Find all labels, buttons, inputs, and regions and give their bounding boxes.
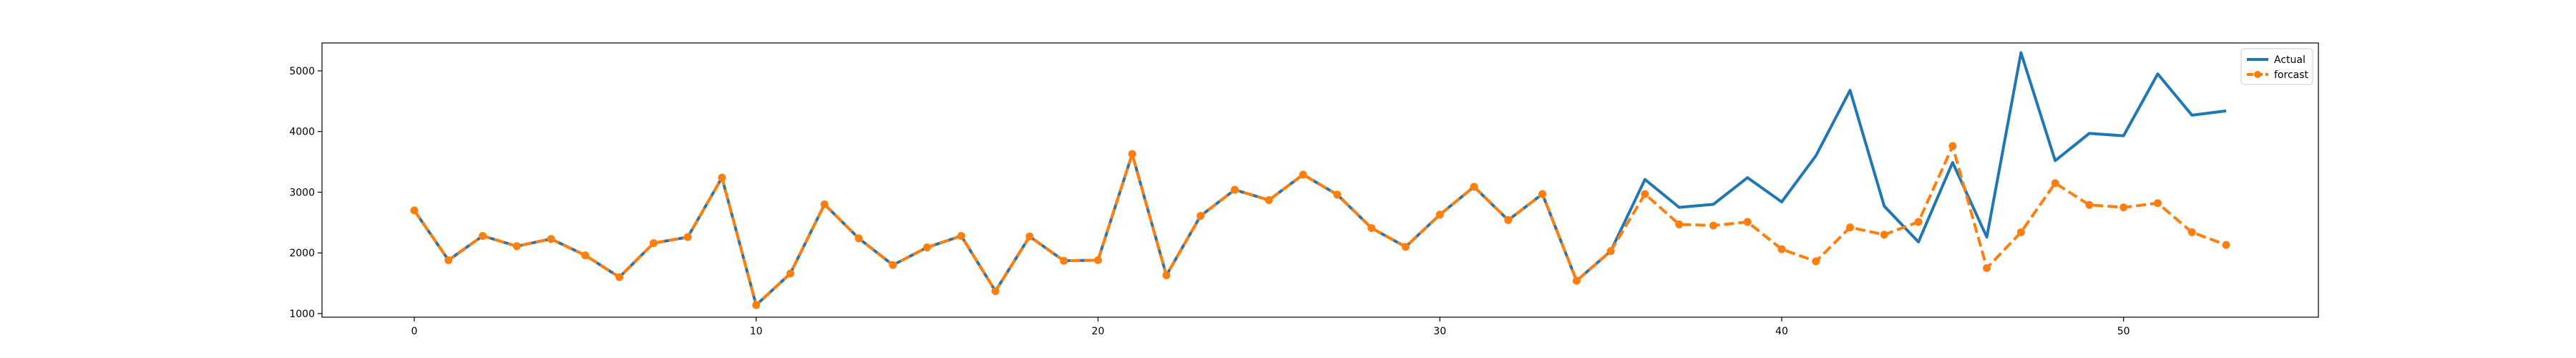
data-point-forcast	[1880, 231, 1888, 239]
data-point-forcast	[820, 200, 829, 208]
data-point-forcast	[1606, 247, 1615, 256]
data-point-forcast	[1367, 223, 1376, 232]
data-point-forcast	[2085, 200, 2094, 209]
legend-label-forcast: forcast	[2274, 69, 2309, 81]
data-point-forcast	[923, 243, 932, 252]
data-point-forcast	[1470, 183, 1478, 191]
data-point-forcast	[1504, 216, 1513, 224]
x-tick-label: 30	[1433, 326, 1446, 337]
data-point-forcast	[2119, 203, 2128, 212]
series-layer	[410, 51, 2230, 309]
x-tick-label: 10	[750, 326, 763, 337]
data-point-forcast	[2016, 228, 2025, 236]
data-point-forcast	[1709, 221, 1717, 230]
y-tick-label: 2000	[289, 248, 315, 259]
data-point-forcast	[1264, 195, 1273, 204]
data-point-forcast	[1948, 142, 1957, 150]
data-point-forcast	[752, 301, 761, 309]
y-tick-label: 1000	[289, 309, 315, 320]
data-point-forcast	[547, 235, 555, 243]
y-tick-label: 5000	[289, 66, 315, 77]
legend-marker-forcast	[2254, 71, 2261, 78]
data-point-forcast	[854, 234, 863, 243]
data-point-forcast	[615, 273, 624, 281]
x-tick-label: 50	[2117, 326, 2130, 337]
data-point-forcast	[1538, 190, 1547, 198]
series-line-actual	[413, 51, 2227, 307]
data-point-forcast	[1777, 245, 1786, 253]
legend-label-actual: Actual	[2274, 54, 2306, 66]
plot-frame	[321, 42, 2319, 318]
data-point-forcast	[683, 233, 692, 241]
y-tick-label: 3000	[289, 187, 315, 198]
data-point-forcast	[1435, 211, 1444, 219]
data-point-forcast	[581, 251, 590, 260]
data-point-forcast	[1025, 232, 1034, 241]
data-point-forcast	[1641, 190, 1649, 198]
data-point-forcast	[649, 239, 658, 248]
x-tick-label: 20	[1092, 326, 1105, 337]
data-point-forcast	[1675, 220, 1684, 228]
data-point-forcast	[957, 231, 965, 240]
data-point-forcast	[2051, 179, 2059, 188]
data-point-forcast	[410, 206, 419, 215]
x-axis: 0 10 20 30 40 50	[411, 317, 2130, 337]
data-point-forcast	[1983, 263, 1991, 272]
data-point-forcast	[2153, 199, 2162, 208]
data-point-forcast	[1162, 271, 1171, 280]
data-point-forcast	[1299, 170, 1307, 179]
data-point-forcast	[1333, 190, 1342, 199]
data-point-forcast	[1812, 257, 1820, 266]
series-line-forcast	[413, 145, 2227, 307]
y-tick-label: 4000	[289, 127, 315, 138]
x-tick-label: 0	[411, 326, 418, 337]
data-point-forcast	[512, 242, 521, 251]
data-point-forcast	[2187, 228, 2196, 236]
y-axis: 1000 2000 3000 4000 5000	[289, 66, 322, 320]
data-point-forcast	[1845, 223, 1854, 232]
data-point-forcast	[1914, 218, 1923, 226]
data-point-forcast	[889, 261, 897, 269]
data-point-forcast	[444, 256, 453, 264]
data-point-forcast	[479, 231, 487, 240]
x-tick-label: 40	[1775, 326, 1788, 337]
data-point-forcast	[991, 287, 1000, 296]
data-point-forcast	[1401, 243, 1410, 251]
data-point-forcast	[1572, 276, 1581, 285]
data-point-forcast	[786, 269, 795, 278]
data-point-forcast	[1128, 150, 1136, 158]
data-point-forcast	[1743, 218, 1752, 226]
legend: Actual forcast	[2240, 48, 2313, 85]
data-point-forcast	[1093, 256, 1102, 264]
data-point-forcast	[718, 173, 726, 182]
data-point-forcast	[1060, 256, 1068, 265]
data-point-forcast	[2222, 241, 2230, 249]
data-point-forcast	[1231, 185, 1239, 194]
data-point-forcast	[1196, 211, 1205, 220]
